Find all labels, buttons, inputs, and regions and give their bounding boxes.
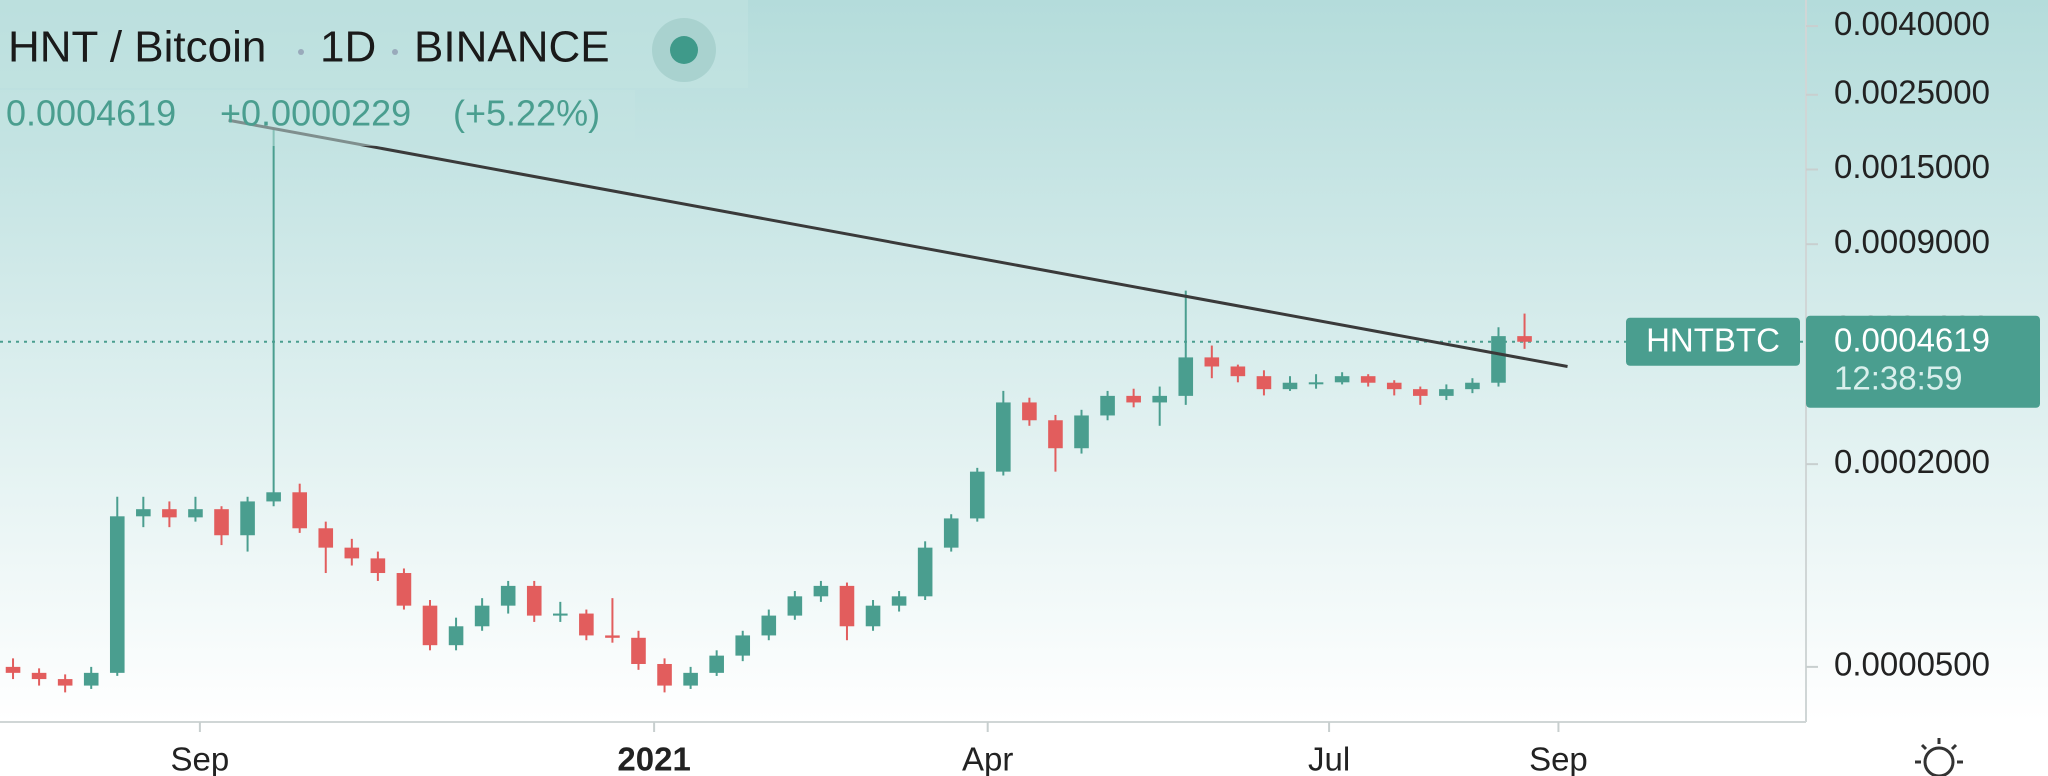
x-tick-label: Jul [1308,741,1350,776]
change: +0.0000229 [220,93,411,134]
candle-body [657,663,672,686]
symbol: HNT / Bitcoin [8,23,266,72]
candle-body [1386,382,1402,390]
y-tick-label: 0.0040000 [1834,5,1990,42]
candle-body [891,596,907,606]
candle-body [266,492,281,502]
candle-body [553,613,568,616]
candle-body [318,528,334,548]
candle-body [31,672,47,680]
candle-body [292,492,307,529]
candle-body [865,605,881,627]
settings-icon[interactable] [1915,738,1963,776]
candle-body [1126,395,1141,403]
candle-body [917,547,933,597]
candle-body [344,547,360,559]
trendline-layer [228,118,1568,368]
change-percent: (+5.22%) [453,93,600,134]
candle-body [839,585,855,627]
candle-body [422,605,438,646]
candle-body [813,585,829,597]
candle-body [1308,382,1324,385]
candle-body [1178,357,1194,396]
candle-body [188,509,203,518]
candle-body [761,615,777,636]
candle-body [474,605,490,627]
interval: 1D [320,23,376,72]
candle-body [370,558,386,574]
candle-body [396,573,412,606]
candle-body [1256,376,1272,390]
candle-body [240,501,255,536]
candle-body [57,679,73,686]
candle-body [1048,420,1063,449]
candle-body [683,672,698,686]
x-tick-label: Apr [962,741,1013,776]
candle-body [162,509,177,518]
candle-body [1230,366,1246,377]
quote-background [0,90,635,146]
candle-body [969,471,985,519]
exchange: BINANCE [414,23,610,72]
candle-body [735,635,751,656]
candles [5,128,1532,693]
candle-body [943,518,959,548]
status-dot[interactable] [670,36,698,64]
candle-body [1360,376,1376,383]
candle-body [214,509,229,536]
candle-body [1282,382,1298,390]
y-tick-label: 0.0015000 [1834,148,1990,185]
candle-body [136,509,151,517]
x-tick-label: Sep [171,741,230,776]
candle-body [500,585,516,606]
candle-body [5,666,21,673]
candle-body [526,585,542,616]
candle-body [1204,357,1220,367]
candle-body [787,596,803,616]
candle-body [579,613,594,636]
symbol-label-box [1626,317,1800,366]
candle-body [1100,395,1115,416]
candle-body [1465,382,1480,390]
candle-body [1517,336,1532,342]
y-tick-label: 0.0002000 [1834,443,1990,480]
candle-body [1413,389,1428,396]
candle-body [1439,389,1454,396]
candle-body [83,672,99,686]
legend-background [0,0,748,88]
y-tick-label: 0.0000500 [1834,646,1990,683]
y-tick-label: 0.0025000 [1834,74,1990,111]
candle-body [1074,415,1089,449]
x-tick-label: 2021 [617,741,690,776]
candle-body [996,402,1011,472]
separator [298,49,304,55]
countdown-label: 12:38:59 [1834,359,1962,396]
candle-body [709,655,724,673]
candle-body [109,516,125,673]
symbol-label: HNTBTC [1646,321,1780,358]
candle-body [448,626,464,646]
candle-body [605,635,620,638]
y-tick-label: 0.0009000 [1834,223,1990,260]
x-tick-label: Sep [1529,741,1588,776]
last-price: 0.0004619 [6,93,176,134]
candle-body [1152,395,1167,403]
trendline [228,118,1568,368]
price-label-box [1806,315,2040,408]
price-label: 0.0004619 [1834,321,1990,358]
candle-body [1334,376,1350,383]
candle-body [631,637,646,664]
candle-body [1491,336,1506,383]
separator [392,49,398,55]
candle-body [1022,402,1037,421]
